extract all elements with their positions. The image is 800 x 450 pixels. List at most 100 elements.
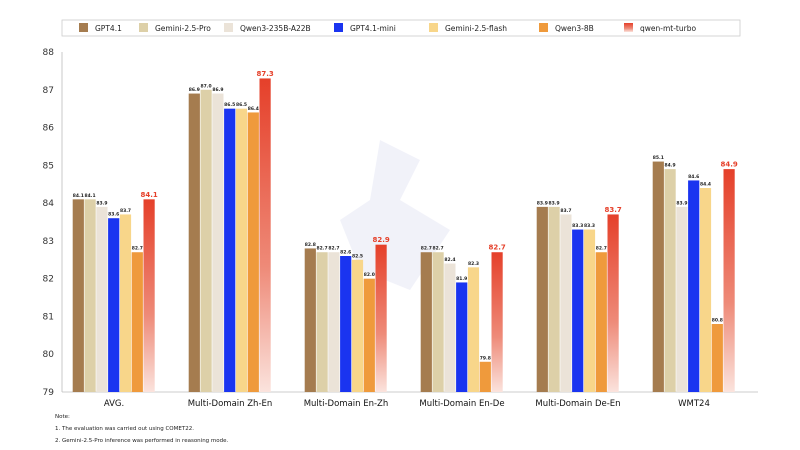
data-label: 84.9 [720,161,737,169]
bar-Gemini-2.5-flash [119,214,132,392]
bar-Gemini-2.5-Pro [200,89,212,393]
bar-Gemini-2.5-Pro [84,199,96,392]
y-tick-label: 85 [43,161,54,171]
bar-Qwen3-8B [247,112,259,392]
bar-qwen-mt-turbo [607,214,619,392]
data-label: 83.9 [537,200,548,206]
bar-GPT4.1-mini [224,108,236,393]
data-label: 86.5 [236,102,247,108]
bar-GPT4.1 [304,248,316,392]
bar-qwen-mt-turbo [375,244,387,392]
bar-Gemini-2.5-flash [235,108,248,393]
note-1: 1. The evaluation was carried out using … [55,426,194,432]
bar-Gemini-2.5-Pro [316,252,328,392]
bar-Gemini-2.5-flash [467,267,480,392]
legend-swatch [539,23,548,32]
bar-Qwen3-8B [363,278,375,392]
legend-swatch [139,23,148,32]
data-label: 83.9 [676,200,687,206]
y-tick-label: 87 [43,86,54,96]
y-tick-label: 80 [43,350,55,360]
data-label: 81.9 [456,276,467,282]
bar-Gemini-2.5-flash [583,229,596,392]
legend-swatch [224,23,233,32]
bar-Gemini-2.5-Pro [548,206,560,392]
data-label: 85.1 [653,155,664,161]
bar-qwen-mt-turbo [491,252,503,392]
legend-swatch [334,23,343,32]
legend-label: Qwen3-235B-A22B [240,24,311,33]
data-label: 83.3 [584,223,595,229]
bar-Gemini-2.5-Pro [432,252,444,392]
data-label: 83.7 [560,208,571,214]
y-tick-label: 79 [43,388,55,398]
bar-Qwen3-8B [131,252,143,392]
y-tick-label: 81 [43,312,54,322]
bar-Qwen3-235B-A22B [96,206,108,392]
data-label: 84.1 [140,191,157,199]
bar-Qwen3-8B [479,361,491,392]
data-label: 84.1 [73,193,84,199]
bar-GPT4.1-mini [456,282,468,392]
notes: Note: 1. The evaluation was carried out … [55,414,229,444]
bar-GPT4.1 [652,161,664,392]
data-label: 82.7 [328,246,339,252]
bar-GPT4.1-mini [108,218,120,392]
data-label: 80.8 [712,318,723,324]
data-label: 84.6 [688,174,699,180]
category-label: Multi-Domain En-Zh [304,399,389,409]
y-tick-label: 83 [43,237,54,247]
data-label: 82.7 [488,244,505,252]
bar-Gemini-2.5-Pro [664,169,676,392]
data-label: 82.8 [305,242,316,248]
data-label: 86.9 [212,87,223,93]
category-label: WMT24 [678,399,710,409]
bar-Gemini-2.5-flash [699,188,712,392]
data-label: 83.9 [96,200,107,206]
data-label: 87.0 [201,83,212,89]
bar-qwen-mt-turbo [259,78,271,392]
data-label: 84.9 [665,163,676,169]
data-label: 86.4 [248,106,259,112]
category-label: Multi-Domain De-En [535,399,620,409]
data-label: 82.5 [352,253,363,259]
data-label: 82.7 [421,246,432,252]
legend-swatch [79,23,88,32]
bar-Qwen3-235B-A22B [328,252,340,392]
bar-Qwen3-8B [711,324,723,392]
legend-label: Qwen3-8B [555,24,594,33]
bar-Qwen3-235B-A22B [212,93,224,393]
legend-label: Gemini-2.5-Pro [155,24,211,33]
data-label: 82.7 [596,246,607,252]
data-label: 82.3 [468,261,479,267]
data-label: 83.3 [572,223,583,229]
bar-qwen-mt-turbo [723,169,735,392]
data-label: 82.9 [372,236,389,244]
legend-label: Gemini-2.5-flash [445,24,507,33]
notes-title: Note: [55,414,70,420]
data-label: 84.4 [700,182,711,188]
data-label: 79.8 [480,355,491,361]
data-label: 82.0 [364,272,375,278]
data-label: 83.9 [549,200,560,206]
legend-label: GPT4.1-mini [350,24,396,33]
data-label: 83.7 [120,208,131,214]
data-label: 84.1 [85,193,96,199]
bar-GPT4.1 [420,252,432,392]
legend-label: GPT4.1 [95,24,122,33]
y-axis: 79 80 81 82 83 84 85 86 87 88 [43,48,758,398]
data-label: 83.7 [604,206,621,214]
data-label: 82.7 [317,246,328,252]
data-label: 82.6 [340,250,351,256]
data-label: 86.9 [189,87,200,93]
category-label: AVG. [104,399,124,409]
data-label: 87.3 [256,70,273,78]
category-label: Multi-Domain Zh-En [188,399,273,409]
legend: GPT4.1 Gemini-2.5-Pro Qwen3-235B-A22B GPT4.… [79,23,696,33]
bar-Qwen3-235B-A22B [444,263,456,392]
y-tick-label: 84 [43,199,55,209]
bar-Qwen3-235B-A22B [676,206,688,392]
data-label: 86.5 [224,102,235,108]
data-label: 82.7 [433,246,444,252]
